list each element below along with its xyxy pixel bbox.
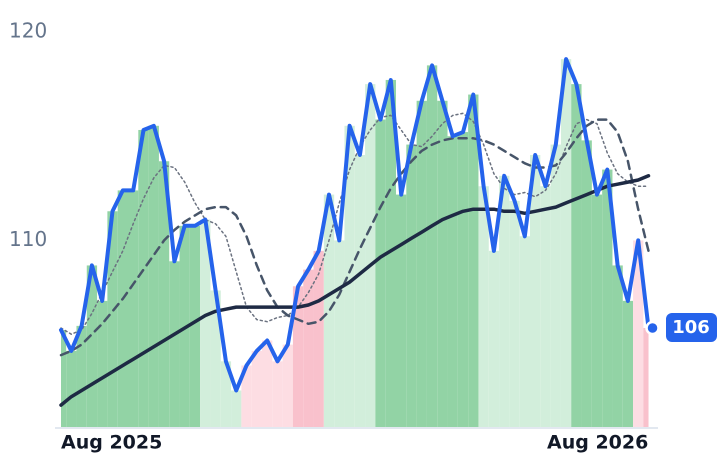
price-bar: [478, 186, 489, 428]
price-bar: [344, 125, 355, 429]
price-bar: [560, 59, 572, 429]
line-series: [60, 112, 650, 335]
last-point: [645, 320, 660, 336]
price-bar: [622, 300, 634, 428]
price-bar: [437, 100, 448, 428]
price-bar: [262, 340, 273, 428]
price-bar: [488, 250, 500, 428]
price-bar: [519, 236, 530, 428]
price-bar: [323, 194, 335, 428]
price-bar: [334, 240, 345, 428]
price-bar: [581, 140, 592, 428]
price-bar: [416, 100, 427, 428]
price-bar: [200, 219, 211, 428]
price-bar: [396, 194, 407, 428]
price-bar: [468, 94, 479, 429]
price-bar: [612, 265, 623, 428]
price-bar: [158, 161, 170, 429]
y-tick-label: 120: [9, 19, 47, 43]
price-bar: [241, 365, 252, 428]
value-label: 106: [672, 317, 710, 338]
price-bar: [76, 325, 87, 428]
price-bar: [128, 190, 139, 428]
price-bar: [231, 390, 242, 428]
price-bar: [292, 286, 304, 428]
price-bar: [66, 350, 77, 428]
price-bar: [457, 132, 469, 428]
price-bar: [313, 250, 324, 428]
price-bar: [591, 194, 603, 428]
price-bar: [633, 240, 644, 428]
price-bar: [220, 361, 232, 428]
value-badge: [666, 312, 717, 342]
price-bar: [406, 144, 417, 428]
line-series: [59, 174, 651, 407]
price-bar: [499, 175, 510, 428]
price-bar: [210, 290, 221, 428]
price-bar: [550, 144, 561, 428]
price-bar: [426, 65, 438, 429]
x-tick-label: Aug 2025: [61, 432, 162, 454]
price-bar: [138, 129, 149, 428]
price-bar: [107, 211, 118, 428]
price-bar: [354, 154, 366, 429]
price-bar: [97, 300, 108, 428]
price-bar: [86, 265, 98, 428]
price-bar: [530, 154, 541, 429]
price-bar: [169, 261, 180, 428]
price-bar: [303, 269, 314, 428]
y-tick-label: 110: [9, 227, 47, 251]
x-tick-label: Aug 2026: [547, 432, 648, 454]
price-bar: [272, 361, 283, 428]
price-bar: [61, 330, 67, 428]
price-bar: [189, 225, 201, 428]
price-bar: [571, 84, 582, 428]
price-bar: [602, 169, 613, 428]
price-bar: [117, 190, 128, 428]
price-bar: [643, 327, 649, 428]
price-bar: [251, 350, 262, 428]
price-bar: [509, 200, 520, 428]
price-bar: [148, 125, 159, 429]
price-bar: [282, 344, 293, 428]
price-bar: [540, 186, 551, 428]
price-bar: [375, 119, 386, 428]
price-bar: [365, 84, 376, 428]
price-bar: [447, 136, 458, 428]
line-series: [59, 57, 651, 393]
price-bar: [385, 79, 396, 429]
